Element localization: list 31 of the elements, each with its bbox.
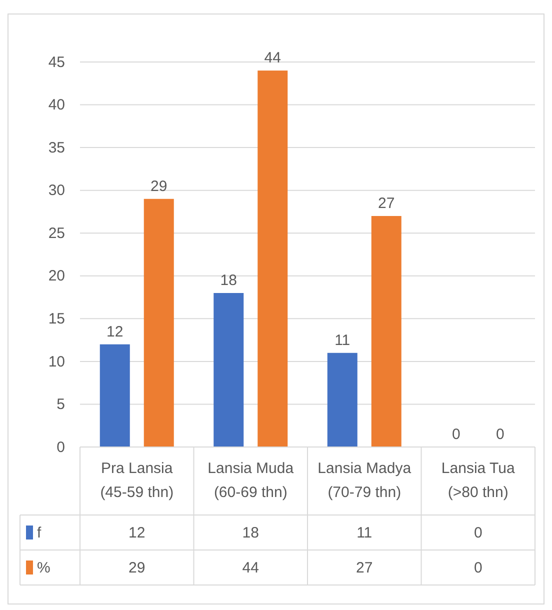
- y-tick-label: 30: [48, 182, 65, 200]
- y-tick-label: 15: [48, 310, 65, 328]
- data-label: 0: [496, 426, 504, 443]
- y-tick-label: 40: [48, 96, 65, 114]
- data-label: 11: [334, 332, 350, 349]
- bar: [144, 198, 174, 447]
- bar: [371, 216, 402, 447]
- bar: [327, 352, 358, 447]
- bar: [100, 344, 130, 447]
- data-label: 18: [220, 272, 237, 289]
- data-label: 44: [264, 50, 281, 67]
- data-label: 0: [452, 426, 460, 443]
- data-table: 12 18 11 0 29 44 27 0: [128, 524, 482, 576]
- x-tick-label: Lansia Muda (60-69 thn): [208, 460, 294, 501]
- data-label: 27: [378, 195, 395, 212]
- y-tick-label: 0: [56, 438, 65, 456]
- bar: [214, 293, 244, 447]
- bar: [258, 70, 288, 447]
- y-tick-label: 5: [56, 396, 65, 414]
- y-tick-label: 35: [48, 139, 65, 156]
- y-tick-label: 20: [48, 268, 65, 285]
- x-tick-label: Lansia Madya (70-79 thn): [318, 460, 412, 501]
- legend-label: %: [37, 560, 50, 576]
- data-label: 12: [106, 323, 124, 340]
- legend-label: f: [37, 524, 42, 542]
- data-label: 29: [150, 178, 168, 195]
- x-tick-label: Pra Lansia (45-59 thn): [100, 460, 174, 501]
- y-tick-label: 45: [48, 54, 65, 71]
- y-tick-label: 25: [48, 224, 65, 242]
- y-tick-label: 10: [48, 353, 65, 370]
- x-tick-label: Lansia Tua (>80 thn): [441, 460, 516, 501]
